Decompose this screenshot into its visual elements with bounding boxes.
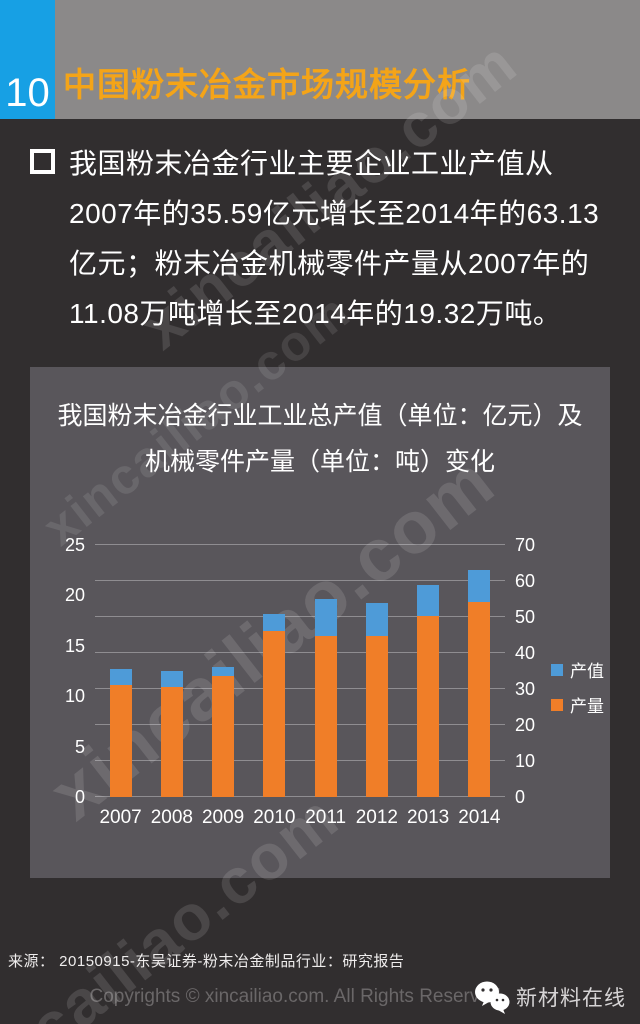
bar-production <box>263 630 286 797</box>
bar-production <box>365 635 388 797</box>
chart-title: 我国粉末冶金行业工业总产值（单位：亿元）及 机械零件产量（单位：吨）变化 <box>30 393 610 485</box>
x-axis-labels: 2007 2008 2009 2010 2011 2012 2013 2014 <box>95 807 505 833</box>
copyright-text: Copyrights © xincailiao.com. All Rights … <box>89 986 501 1007</box>
left-axis-tick: 15 <box>64 635 85 656</box>
gridline <box>95 616 505 617</box>
bar-production <box>160 687 183 797</box>
x-axis-label: 2008 <box>150 807 194 828</box>
gridline <box>95 688 505 689</box>
gridline <box>95 544 505 545</box>
left-axis-tick: 10 <box>64 686 85 707</box>
brand-name: 新材料在线 <box>516 987 626 1010</box>
right-axis-tick: 50 <box>515 607 536 627</box>
gridline <box>95 652 505 653</box>
gridline <box>95 724 505 725</box>
legend-item-output-value: 产值 <box>551 657 604 682</box>
page-title: 中国粉末冶金市场规模分析 <box>63 66 471 103</box>
legend-swatch-blue <box>551 663 563 676</box>
bullet-paragraph: 我国粉末冶金行业主要企业工业产值从2007年的35.59亿元增长至2014年的6… <box>28 139 616 339</box>
right-axis-tick: 20 <box>515 715 536 735</box>
page-number: 10 <box>5 71 50 115</box>
bullet-square-icon <box>30 149 55 174</box>
left-axis-tick: 5 <box>74 736 85 757</box>
gridline <box>95 580 505 581</box>
gridline <box>95 796 505 797</box>
legend-item-production: 产量 <box>551 692 604 717</box>
x-axis-label: 2007 <box>99 807 142 828</box>
bar-chart-plot <box>95 545 505 797</box>
right-axis-tick: 60 <box>515 571 536 591</box>
legend-label-production: 产量 <box>570 697 604 716</box>
header: 10 中国粉末冶金市场规模分析 <box>0 0 640 119</box>
left-axis-tick: 20 <box>64 585 85 606</box>
bar-production <box>212 676 235 797</box>
legend: 产值 产量 <box>551 657 604 727</box>
x-axis-label: 2012 <box>355 807 399 828</box>
brand: 新材料在线 <box>472 978 626 1016</box>
page-number-box: 10 <box>0 0 55 119</box>
left-axis-tick: 25 <box>64 535 85 555</box>
left-axis-tick: 0 <box>74 787 85 807</box>
wechat-icon <box>472 978 512 1016</box>
legend-swatch-orange <box>551 698 563 711</box>
source-line: 来源： 20150915-东吴证券-粉末冶金制品行业：研究报告 <box>8 953 405 970</box>
x-axis-label: 2010 <box>253 807 296 828</box>
bar-production <box>417 615 440 797</box>
x-axis-label: 2013 <box>406 807 450 828</box>
legend-label-output-value: 产值 <box>570 662 604 681</box>
chart-gridlines <box>95 544 505 797</box>
right-axis-ticks: 0 10 20 30 40 50 60 70 <box>515 535 560 807</box>
right-axis-tick: 10 <box>515 751 536 771</box>
x-axis-label: 2011 <box>305 807 347 828</box>
right-axis-tick: 40 <box>515 643 536 663</box>
bullet-text: 我国粉末冶金行业主要企业工业产值从2007年的35.59亿元增长至2014年的6… <box>69 148 600 329</box>
gridline <box>95 760 505 761</box>
bar-production <box>109 685 132 797</box>
chart-title-line2: 机械零件产量（单位：吨）变化 <box>144 448 495 476</box>
x-axis-label: 2014 <box>458 807 501 828</box>
bar-production <box>468 602 491 797</box>
left-axis-ticks: 0 5 10 15 20 25 <box>30 535 85 807</box>
chart-panel: 我国粉末冶金行业工业总产值（单位：亿元）及 机械零件产量（单位：吨）变化 0 5 1… <box>30 367 610 878</box>
right-axis-tick: 30 <box>515 679 536 699</box>
bar-production <box>314 635 337 797</box>
right-axis-tick: 0 <box>515 787 526 807</box>
right-axis-tick: 70 <box>515 535 536 555</box>
x-axis-label: 2009 <box>201 807 245 828</box>
chart-title-line1: 我国粉末冶金行业工业总产值（单位：亿元）及 <box>57 402 583 430</box>
